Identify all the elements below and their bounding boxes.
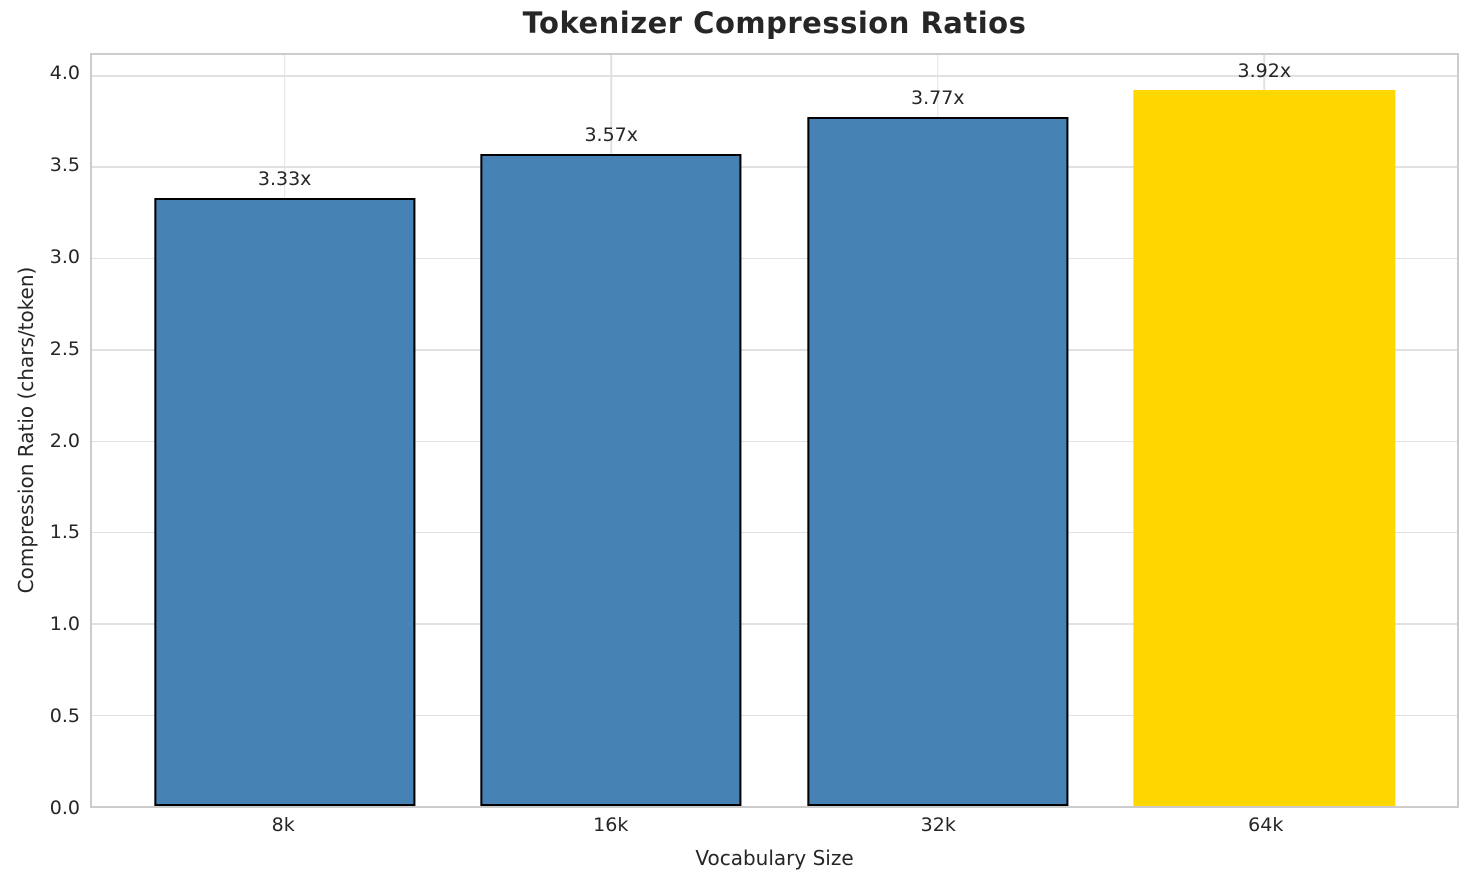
gridline-horizontal [92,531,1457,534]
plot-area: 3.33x 3.57x 3.77x 3.92x [90,53,1459,808]
gridline-horizontal [92,257,1457,260]
y-tick-label: 0.5 [49,705,80,728]
x-tick-label-8k: 8k [271,814,295,836]
y-tick-label: 4.0 [49,62,80,85]
gridline-horizontal [92,714,1457,717]
y-tick-label: 3.0 [49,245,80,268]
bar-8k [154,197,416,806]
bar-16k [480,153,742,806]
bar-value-label: 3.92x [1237,59,1292,82]
bar-value-label: 3.57x [584,123,638,146]
x-tick-label-32k: 32k [920,814,956,836]
gridline-horizontal [92,166,1457,168]
y-tick-label: 2.0 [49,429,80,452]
gridline-horizontal [92,349,1457,351]
y-tick-label: 3.5 [49,154,80,177]
bar-value-label: 3.77x [910,87,965,110]
x-tick-labels: 8k 16k 32k 64k [90,814,1459,840]
y-tick-label: 2.5 [49,337,80,360]
y-tick-label: 1.5 [49,521,80,544]
x-axis-label: Vocabulary Size [695,846,854,870]
bar-64k [1133,89,1395,806]
y-tick-labels: 0.0 0.5 1.0 1.5 2.0 2.5 3.0 3.5 4.0 [0,53,80,819]
gridline-horizontal [92,623,1457,625]
chart-title: Tokenizer Compression Ratios [522,6,1027,40]
bar-32k [807,117,1069,806]
x-tick-label-64k: 64k [1248,814,1284,836]
x-tick-label-16k: 16k [593,814,629,836]
gridline-horizontal [92,440,1457,443]
y-tick-label: 1.0 [49,613,80,636]
y-tick-label: 0.0 [49,797,80,819]
bar-value-label: 3.33x [257,167,312,190]
gridline-horizontal [92,75,1457,77]
